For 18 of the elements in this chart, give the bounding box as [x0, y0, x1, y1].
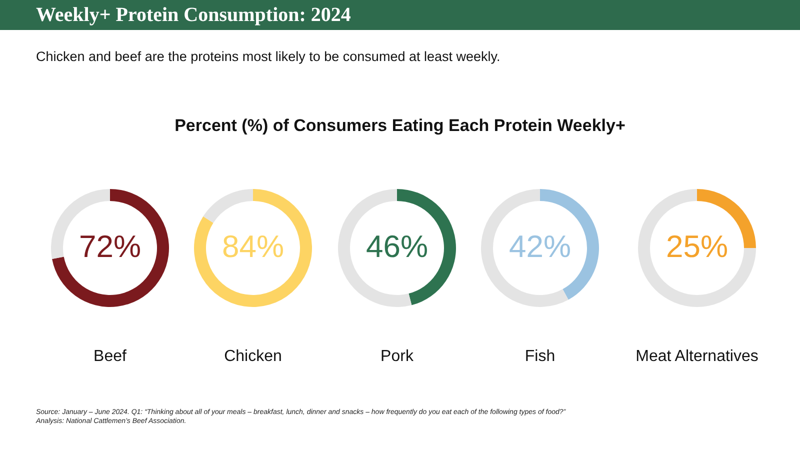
text: Chicken and beef are the proteins most likely to be consumed at least weekly. — [36, 49, 500, 64]
data-label: 84% — [222, 229, 284, 264]
text: Percent (%) of Consumers Eating Each Protein Weekly+ — [174, 116, 626, 136]
donut-slice — [481, 189, 568, 307]
text: Pork — [380, 348, 414, 365]
text: Beef — [94, 348, 128, 365]
data-label: 42% — [508, 229, 572, 264]
text: Meat Alternatives — [636, 348, 758, 365]
data-label: 72% — [78, 229, 142, 264]
text: Chicken — [224, 348, 282, 365]
donut-slice — [638, 189, 756, 307]
donut-slice — [203, 189, 253, 223]
text: Fish — [524, 348, 556, 365]
data-label: 46% — [366, 229, 428, 264]
data-label: 25% — [666, 229, 728, 264]
text: Weekly+ Protein Consumption: 2024 — [0, 0, 800, 30]
donut-slice — [194, 189, 312, 307]
donut-slice — [52, 189, 169, 307]
